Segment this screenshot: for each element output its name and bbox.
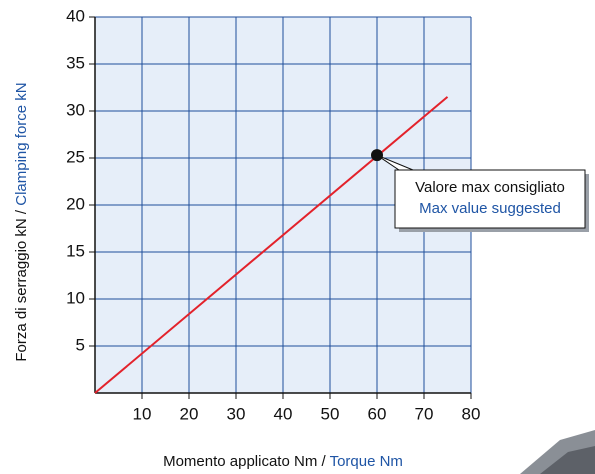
y-tick-label: 30: [66, 100, 85, 119]
y-tick-label: 35: [66, 53, 85, 72]
callout-text: Valore max consigliato: [415, 179, 565, 196]
x-tick-label: 50: [321, 404, 340, 423]
y-tick-label: 5: [76, 335, 85, 354]
x-tick-label: 60: [368, 404, 387, 423]
y-tick-label: 40: [66, 6, 85, 25]
y-axis-label: Forza di serraggio kN / Clamping force k…: [13, 82, 30, 361]
callout-text: Max value suggested: [419, 200, 561, 217]
x-axis-label-en: Torque Nm: [330, 453, 403, 470]
y-tick-label: 20: [66, 194, 85, 213]
x-axis-label-it: Momento applicato Nm /: [163, 453, 326, 470]
y-axis-label-it: Forza di serraggio kN /: [13, 209, 30, 362]
x-tick-label: 10: [133, 404, 152, 423]
x-tick-label: 40: [274, 404, 293, 423]
y-tick-label: 10: [66, 288, 85, 307]
x-tick-label: 30: [227, 404, 246, 423]
y-tick-label: 15: [66, 241, 85, 260]
x-tick-label: 80: [462, 404, 481, 423]
max-point: [371, 149, 383, 161]
page: Forza di serraggio kN / Clamping force k…: [0, 0, 595, 474]
x-tick-label: 70: [415, 404, 434, 423]
chart: Forza di serraggio kN / Clamping force k…: [0, 0, 595, 474]
x-axis-label: Momento applicato Nm / Torque Nm: [163, 453, 403, 470]
x-tick-label: 20: [180, 404, 199, 423]
y-tick-label: 25: [66, 147, 85, 166]
y-axis-label-en: Clamping force kN: [13, 82, 30, 205]
